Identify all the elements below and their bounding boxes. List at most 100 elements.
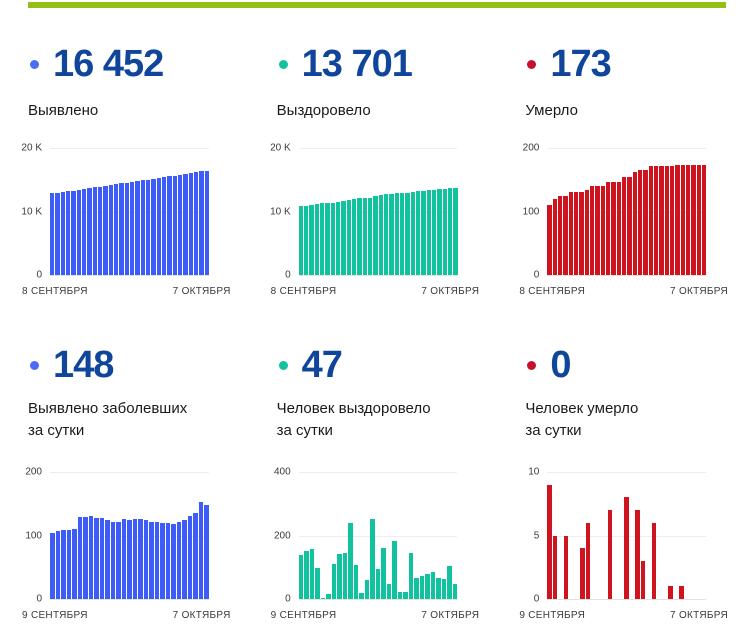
bar[interactable] bbox=[381, 548, 386, 599]
bar[interactable] bbox=[116, 521, 121, 599]
bar[interactable] bbox=[165, 523, 170, 599]
bar[interactable] bbox=[584, 189, 589, 275]
bar[interactable] bbox=[161, 177, 167, 275]
bar[interactable] bbox=[331, 564, 337, 599]
bar[interactable] bbox=[348, 523, 353, 599]
bar[interactable] bbox=[149, 521, 154, 599]
bar[interactable] bbox=[129, 181, 135, 275]
bar[interactable] bbox=[563, 535, 569, 599]
bar[interactable] bbox=[421, 190, 426, 275]
bar[interactable] bbox=[653, 166, 659, 275]
bar[interactable] bbox=[403, 592, 408, 599]
bar[interactable] bbox=[72, 528, 77, 599]
bar[interactable] bbox=[378, 195, 383, 275]
bar[interactable] bbox=[431, 189, 437, 275]
bar[interactable] bbox=[198, 502, 203, 599]
bar[interactable] bbox=[680, 165, 685, 275]
bar[interactable] bbox=[108, 185, 113, 275]
bar[interactable] bbox=[140, 180, 145, 275]
bar[interactable] bbox=[386, 584, 392, 599]
bar[interactable] bbox=[696, 165, 701, 275]
bar[interactable] bbox=[50, 193, 55, 275]
bar[interactable] bbox=[399, 192, 405, 275]
bar[interactable] bbox=[632, 172, 637, 275]
bar[interactable] bbox=[325, 202, 330, 275]
bar[interactable] bbox=[600, 186, 605, 275]
bar[interactable] bbox=[552, 535, 558, 599]
bar[interactable] bbox=[437, 189, 442, 275]
bar[interactable] bbox=[92, 187, 97, 275]
bar[interactable] bbox=[66, 529, 71, 599]
bar[interactable] bbox=[188, 173, 193, 275]
bar[interactable] bbox=[182, 520, 187, 599]
bar[interactable] bbox=[552, 198, 557, 275]
bar[interactable] bbox=[426, 190, 431, 275]
bar[interactable] bbox=[127, 519, 132, 599]
bar[interactable] bbox=[643, 170, 648, 275]
bar[interactable] bbox=[143, 520, 148, 599]
bar[interactable] bbox=[330, 202, 335, 275]
bar[interactable] bbox=[573, 192, 579, 275]
bar[interactable] bbox=[103, 185, 108, 275]
bar[interactable] bbox=[187, 515, 192, 599]
bar[interactable] bbox=[309, 549, 315, 599]
bar[interactable] bbox=[309, 204, 314, 275]
bar[interactable] bbox=[568, 192, 573, 275]
bar[interactable] bbox=[691, 165, 696, 275]
bar[interactable] bbox=[640, 560, 646, 599]
bar[interactable] bbox=[441, 579, 447, 599]
bar[interactable] bbox=[605, 181, 611, 275]
bar[interactable] bbox=[199, 171, 204, 275]
bar[interactable] bbox=[81, 189, 87, 275]
bar[interactable] bbox=[193, 512, 198, 599]
bar[interactable] bbox=[50, 532, 55, 599]
bar[interactable] bbox=[176, 522, 181, 599]
bar[interactable] bbox=[452, 584, 458, 599]
bar[interactable] bbox=[589, 186, 595, 275]
bar[interactable] bbox=[99, 518, 104, 599]
bar[interactable] bbox=[87, 188, 92, 275]
bar[interactable] bbox=[563, 195, 568, 275]
bar[interactable] bbox=[171, 524, 176, 599]
bar[interactable] bbox=[298, 554, 304, 599]
bar[interactable] bbox=[97, 186, 103, 275]
bar[interactable] bbox=[135, 181, 140, 275]
bar[interactable] bbox=[627, 176, 632, 275]
bar[interactable] bbox=[320, 598, 326, 599]
bar[interactable] bbox=[172, 175, 177, 275]
bar[interactable] bbox=[154, 522, 159, 599]
bar[interactable] bbox=[664, 165, 669, 275]
bar[interactable] bbox=[121, 519, 126, 599]
bar[interactable] bbox=[370, 518, 375, 599]
bar[interactable] bbox=[326, 594, 331, 599]
bar[interactable] bbox=[319, 202, 325, 275]
bar[interactable] bbox=[110, 522, 115, 599]
bar[interactable] bbox=[659, 166, 664, 275]
bar[interactable] bbox=[430, 572, 436, 599]
bar[interactable] bbox=[442, 188, 447, 275]
bar[interactable] bbox=[453, 188, 458, 275]
bar[interactable] bbox=[204, 170, 209, 275]
bar[interactable] bbox=[105, 520, 110, 599]
bar[interactable] bbox=[359, 592, 364, 599]
bar[interactable] bbox=[119, 183, 124, 275]
bar[interactable] bbox=[76, 189, 81, 275]
bar[interactable] bbox=[151, 178, 156, 275]
bar[interactable] bbox=[580, 548, 585, 599]
bar[interactable] bbox=[156, 177, 161, 275]
bar[interactable] bbox=[55, 192, 60, 275]
bar[interactable] bbox=[611, 181, 616, 275]
bar[interactable] bbox=[337, 553, 342, 599]
bar[interactable] bbox=[88, 516, 93, 599]
bar[interactable] bbox=[138, 519, 143, 599]
bar[interactable] bbox=[362, 198, 367, 275]
bar[interactable] bbox=[675, 165, 680, 275]
bar[interactable] bbox=[94, 517, 99, 599]
bar[interactable] bbox=[55, 531, 60, 599]
bar[interactable] bbox=[410, 191, 415, 275]
bar[interactable] bbox=[408, 552, 414, 599]
bar[interactable] bbox=[357, 198, 362, 275]
bar[interactable] bbox=[635, 510, 640, 599]
bar[interactable] bbox=[145, 179, 151, 275]
bar[interactable] bbox=[71, 190, 76, 275]
